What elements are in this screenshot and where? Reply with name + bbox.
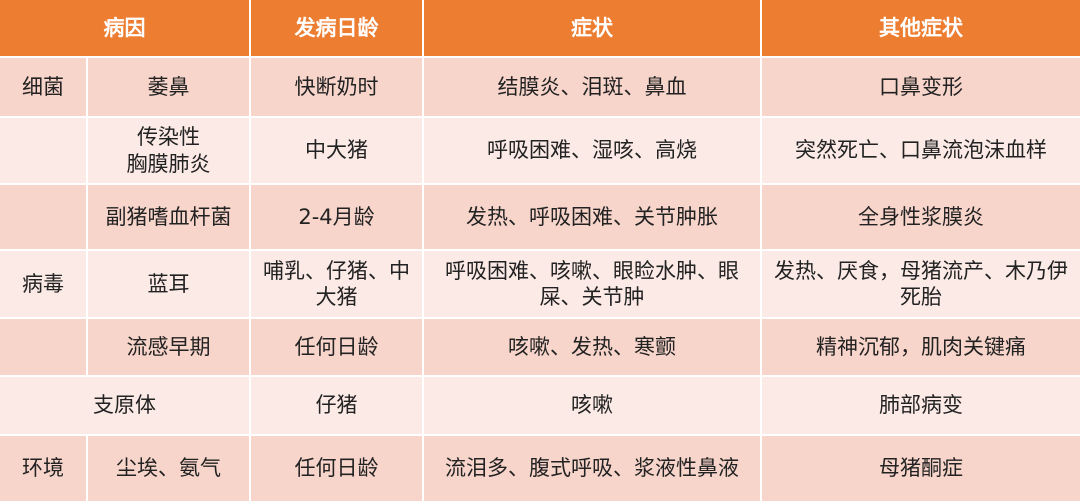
symptoms-cell: 咳嗽: [424, 377, 760, 434]
header-other: 其他症状: [762, 0, 1080, 56]
other-cell: 突然死亡、口鼻流泡沫血样: [762, 118, 1080, 183]
cause-cell: 副猪嗜血杆菌: [88, 185, 249, 249]
symptoms-cell: 流泪多、腹式呼吸、浆液性鼻液: [424, 436, 760, 501]
symptoms-cell: 咳嗽、发热、寒颤: [424, 319, 760, 375]
category-cell: [0, 319, 86, 375]
symptoms-cell: 呼吸困难、湿咳、高烧: [424, 118, 760, 183]
other-cell: 全身性浆膜炎: [762, 185, 1080, 249]
cause-cell: 传染性 胸膜肺炎: [88, 118, 249, 183]
cause-cell: 尘埃、氨气: [88, 436, 249, 501]
age-cell: 仔猪: [251, 377, 422, 434]
other-cell: 发热、厌食，母猪流产、木乃伊死胎: [762, 251, 1080, 317]
other-cell: 母猪酮症: [762, 436, 1080, 501]
category-cell: 环境: [0, 436, 86, 501]
other-cell: 口鼻变形: [762, 58, 1080, 116]
age-cell: 快断奶时: [251, 58, 422, 116]
other-cell: 肺部病变: [762, 377, 1080, 434]
cause-cell: 蓝耳: [88, 251, 249, 317]
age-cell: 哺乳、仔猪、中大猪: [251, 251, 422, 317]
category-cell: 病毒: [0, 251, 86, 317]
age-cell: 2-4月龄: [251, 185, 422, 249]
category-cell: 细菌: [0, 58, 86, 116]
other-cell: 精神沉郁，肌肉关键痛: [762, 319, 1080, 375]
symptoms-cell: 结膜炎、泪斑、鼻血: [424, 58, 760, 116]
age-cell: 任何日龄: [251, 436, 422, 501]
cause-cell: 流感早期: [88, 319, 249, 375]
category-cell: [0, 118, 86, 183]
cause-cell: 萎鼻: [88, 58, 249, 116]
symptoms-cell: 呼吸困难、咳嗽、眼睑水肿、眼屎、关节肿: [424, 251, 760, 317]
age-cell: 中大猪: [251, 118, 422, 183]
category-cell: [0, 185, 86, 249]
header-symptoms: 症状: [424, 0, 760, 56]
header-age: 发病日龄: [251, 0, 422, 56]
symptoms-cell: 发热、呼吸困难、关节肿胀: [424, 185, 760, 249]
header-cause: 病因: [0, 0, 249, 56]
age-cell: 任何日龄: [251, 319, 422, 375]
category-cell: 支原体: [0, 377, 249, 434]
